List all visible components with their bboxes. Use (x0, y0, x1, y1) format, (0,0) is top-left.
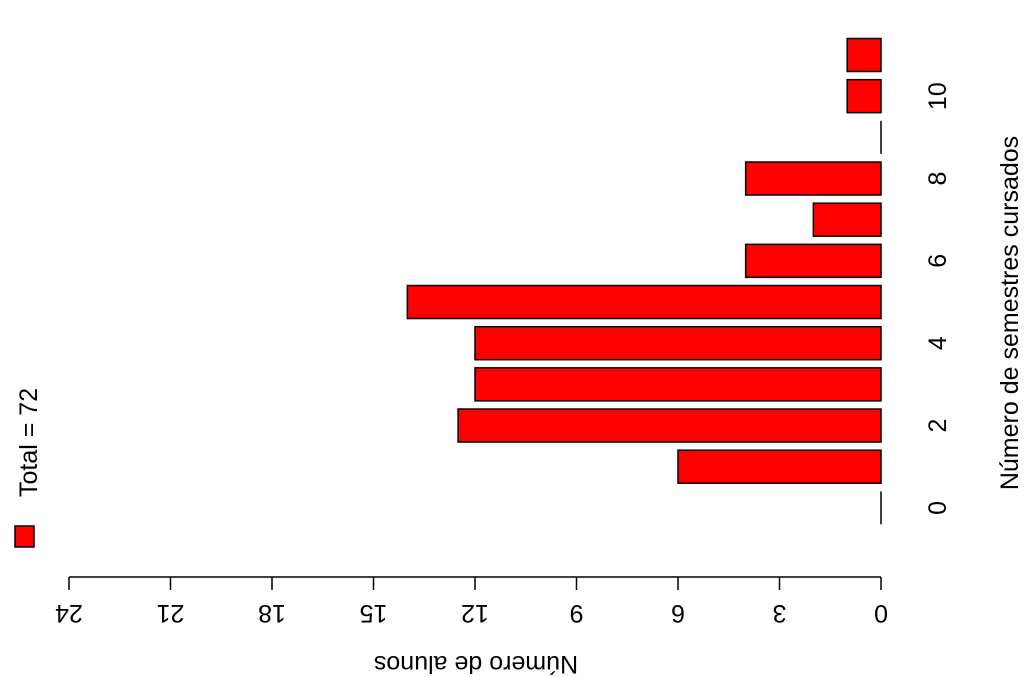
bar-8 (744, 161, 882, 196)
value-axis: 0 3 6 9 12 15 18 21 24 (55, 576, 888, 627)
value-tick-label-0: 0 (874, 599, 888, 627)
value-tick-label-6: 6 (671, 599, 685, 627)
category-tick-label-6: 6 (924, 254, 952, 268)
category-axis: 0 2 4 6 8 10 (924, 82, 952, 515)
value-tick-label-9: 9 (570, 599, 584, 627)
bar-1 (677, 449, 882, 484)
category-tick-label-8: 8 (924, 172, 952, 186)
value-tick-label-15: 15 (360, 599, 388, 627)
value-tick-label-24: 24 (55, 599, 83, 627)
legend-swatch (14, 525, 35, 548)
bar-2 (457, 408, 882, 443)
value-tick-label-3: 3 (773, 599, 787, 627)
bar-3 (474, 367, 882, 402)
value-tick-label-21: 21 (157, 599, 185, 627)
bar-4 (474, 325, 882, 361)
bars-group (406, 37, 882, 525)
bar-7 (812, 202, 882, 237)
bar-5 (406, 284, 882, 320)
value-axis-title: Número de alunos (374, 650, 578, 677)
value-tick-label-12: 12 (461, 599, 489, 627)
legend: Total = 72 (14, 388, 43, 548)
category-tick-label-10: 10 (924, 82, 952, 110)
category-tick-label-4: 4 (924, 336, 952, 350)
bar-6 (744, 243, 882, 279)
bar-10 (846, 78, 882, 114)
category-tick-label-2: 2 (924, 419, 952, 433)
category-axis-title: Número de semestres cursados (996, 136, 1024, 490)
value-tick-label-18: 18 (258, 599, 286, 627)
legend-label: Total = 72 (15, 388, 43, 497)
bar-11 (846, 37, 882, 73)
category-tick-label-0: 0 (924, 501, 952, 515)
